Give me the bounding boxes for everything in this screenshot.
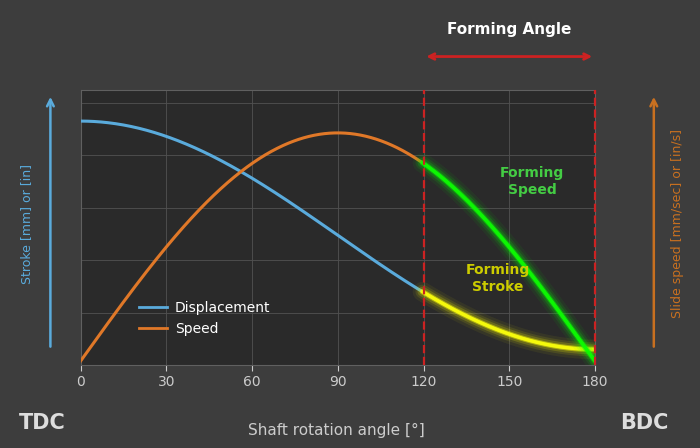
Text: Forming Angle: Forming Angle — [447, 22, 571, 37]
Text: TDC: TDC — [19, 414, 65, 433]
Text: Forming
Stroke: Forming Stroke — [466, 263, 530, 293]
Text: BDC: BDC — [620, 414, 668, 433]
Text: Slide speed [mm/sec] or [in/s]: Slide speed [mm/sec] or [in/s] — [671, 129, 684, 319]
Text: Stroke [mm] or [in]: Stroke [mm] or [in] — [20, 164, 33, 284]
Text: Forming
Speed: Forming Speed — [500, 166, 564, 197]
Text: Shaft rotation angle [°]: Shaft rotation angle [°] — [248, 422, 424, 438]
Legend: Displacement, Speed: Displacement, Speed — [139, 301, 270, 336]
